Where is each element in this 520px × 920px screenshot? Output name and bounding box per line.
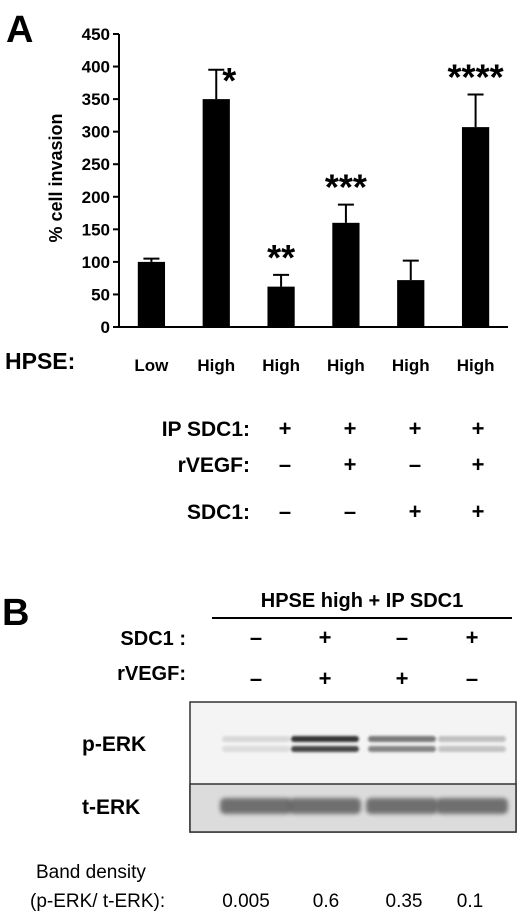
p-erk-band <box>291 736 359 742</box>
condition-mark: – <box>396 625 408 650</box>
condition-label: IP SDC1: <box>162 418 250 441</box>
significance-mark: * <box>222 60 236 101</box>
y-tick-label: 250 <box>82 155 110 174</box>
panel-b-label: B <box>2 592 29 634</box>
condition-mark: + <box>472 499 485 524</box>
bar <box>202 99 230 327</box>
band-density-value: 0.35 <box>386 891 423 912</box>
significance-mark: *** <box>325 167 367 208</box>
condition-mark: + <box>344 416 357 441</box>
hpse-value: High <box>262 356 300 375</box>
t-erk-band <box>220 798 292 814</box>
bar <box>267 286 295 327</box>
t-erk-band <box>436 798 508 814</box>
p-erk-band <box>438 746 506 752</box>
y-axis-label: % cell invasion <box>46 113 66 242</box>
band-density-value: 0.1 <box>457 891 483 912</box>
western-blot <box>189 701 517 833</box>
hpse-values: Low High High High High High <box>134 356 494 375</box>
hpse-value: High <box>392 356 430 375</box>
y-tick-label: 0 <box>101 318 110 337</box>
panel-b-conditions: SDC1 : – + – + rVEGF: – + + – <box>117 625 478 691</box>
condition-mark: – <box>344 499 356 524</box>
y-tick-label: 400 <box>82 58 110 77</box>
significance-mark: ** <box>267 237 295 278</box>
y-axis-ticks: 0 50 100 150 200 250 300 350 400 450 <box>82 25 119 337</box>
condition-mark: – <box>250 625 262 650</box>
condition-mark: + <box>319 625 332 650</box>
condition-mark: + <box>344 452 357 477</box>
y-tick-label: 450 <box>82 25 110 44</box>
p-erk-band <box>368 746 436 752</box>
condition-label: rVEGF: <box>117 663 186 685</box>
condition-mark: + <box>472 416 485 441</box>
band-density-value: 0.005 <box>222 891 270 912</box>
p-erk-band <box>368 736 436 742</box>
condition-mark: – <box>409 452 421 477</box>
t-erk-label: t-ERK <box>82 796 140 819</box>
band-density-title: Band density <box>36 862 146 883</box>
condition-mark: + <box>319 666 332 691</box>
condition-mark: + <box>409 499 422 524</box>
bar <box>397 280 425 327</box>
y-tick-label: 100 <box>82 253 110 272</box>
bars: ********** <box>137 57 504 327</box>
y-tick-label: 300 <box>82 123 110 142</box>
panel-a-conditions: IP SDC1: + + + + rVEGF: – + – + SDC1: – – + + <box>162 416 485 524</box>
bar <box>137 261 166 327</box>
panel-a-label: A <box>6 9 33 51</box>
band-density-values: 0.005 0.6 0.35 0.1 <box>222 891 483 912</box>
condition-mark: + <box>466 625 479 650</box>
p-erk-bands <box>222 736 506 752</box>
condition-mark: – <box>466 666 478 691</box>
y-tick-label: 150 <box>82 220 110 239</box>
condition-label: SDC1 : <box>120 628 186 650</box>
t-erk-band <box>289 798 361 814</box>
condition-mark: – <box>279 499 291 524</box>
condition-mark: – <box>250 666 262 691</box>
hpse-value: High <box>457 356 495 375</box>
bar <box>461 127 490 327</box>
t-erk-band <box>366 798 438 814</box>
hpse-value: High <box>327 356 365 375</box>
hpse-label: HPSE: <box>5 348 75 374</box>
y-tick-label: 200 <box>82 188 110 207</box>
condition-mark: – <box>279 452 291 477</box>
condition-mark: + <box>396 666 409 691</box>
condition-label: rVEGF: <box>178 454 250 477</box>
p-erk-label: p-ERK <box>82 733 146 756</box>
condition-label: SDC1: <box>187 501 250 524</box>
t-erk-bands <box>220 798 508 814</box>
band-density-value: 0.6 <box>313 891 339 912</box>
hpse-value: Low <box>134 356 169 375</box>
bar-chart: % cell invasion 0 50 100 150 200 250 300 350 400… <box>46 25 508 337</box>
p-erk-band <box>438 736 506 742</box>
bar <box>332 222 360 327</box>
significance-mark: **** <box>448 57 504 98</box>
y-tick-label: 50 <box>91 285 110 304</box>
band-density-label: (p-ERK/ t-ERK): <box>30 891 165 912</box>
condition-mark: + <box>472 452 485 477</box>
panel-b-header: HPSE high + IP SDC1 <box>261 590 463 612</box>
hpse-value: High <box>197 356 235 375</box>
p-erk-band <box>291 746 359 752</box>
y-tick-label: 350 <box>82 90 110 109</box>
p-erk-band <box>222 746 290 752</box>
p-erk-band <box>222 736 290 742</box>
condition-mark: + <box>409 416 422 441</box>
condition-mark: + <box>279 416 292 441</box>
